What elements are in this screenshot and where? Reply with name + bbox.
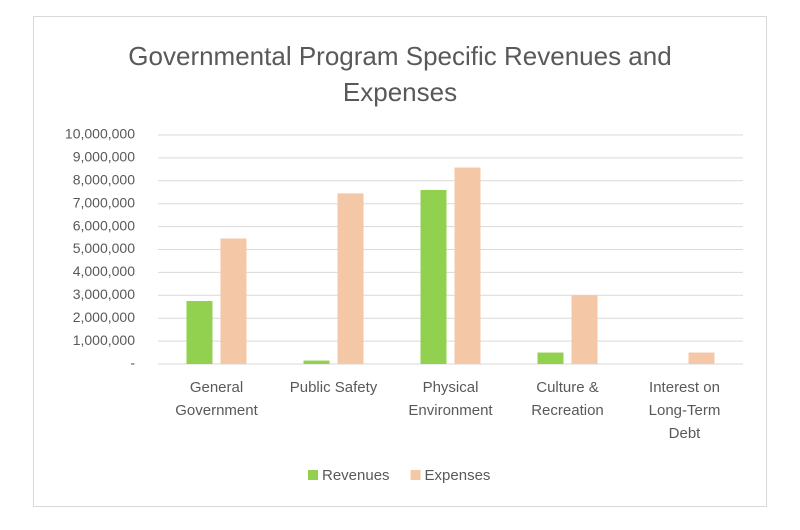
bar bbox=[571, 295, 598, 364]
chart-title: Governmental Program Specific Revenues a… bbox=[128, 41, 671, 107]
x-tick-label: Culture & Recreation bbox=[531, 379, 604, 419]
chart-frame bbox=[33, 16, 767, 507]
legend-swatch bbox=[410, 470, 421, 480]
legend-swatch bbox=[308, 470, 318, 480]
bar bbox=[337, 193, 364, 364]
y-tick-label: 3,000,000 bbox=[73, 286, 135, 302]
x-tick-label: Interest on Long-Term Debt bbox=[649, 379, 721, 442]
x-tick-label: Physical Environment bbox=[408, 379, 493, 419]
bar bbox=[220, 238, 247, 364]
y-tick-label: 8,000,000 bbox=[73, 172, 135, 188]
y-tick-label: 6,000,000 bbox=[73, 217, 135, 233]
bar bbox=[688, 352, 715, 364]
x-tick-label: Public Safety bbox=[290, 379, 378, 396]
y-tick-label: 7,000,000 bbox=[73, 194, 135, 210]
y-tick-label: 10,000,000 bbox=[65, 126, 135, 142]
bar bbox=[186, 301, 213, 364]
bar bbox=[454, 167, 481, 364]
bar bbox=[420, 189, 447, 364]
bar bbox=[303, 360, 330, 364]
x-tick-label: General Government bbox=[175, 379, 258, 419]
legend-label: Revenues bbox=[322, 467, 390, 484]
bar bbox=[537, 352, 564, 364]
y-tick-label: 2,000,000 bbox=[73, 309, 135, 325]
y-tick-label: - bbox=[130, 355, 135, 371]
y-tick-label: 1,000,000 bbox=[73, 332, 135, 348]
legend-label: Expenses bbox=[425, 467, 491, 484]
y-tick-label: 4,000,000 bbox=[73, 263, 135, 279]
y-tick-label: 9,000,000 bbox=[73, 149, 135, 165]
y-tick-label: 5,000,000 bbox=[73, 240, 135, 256]
